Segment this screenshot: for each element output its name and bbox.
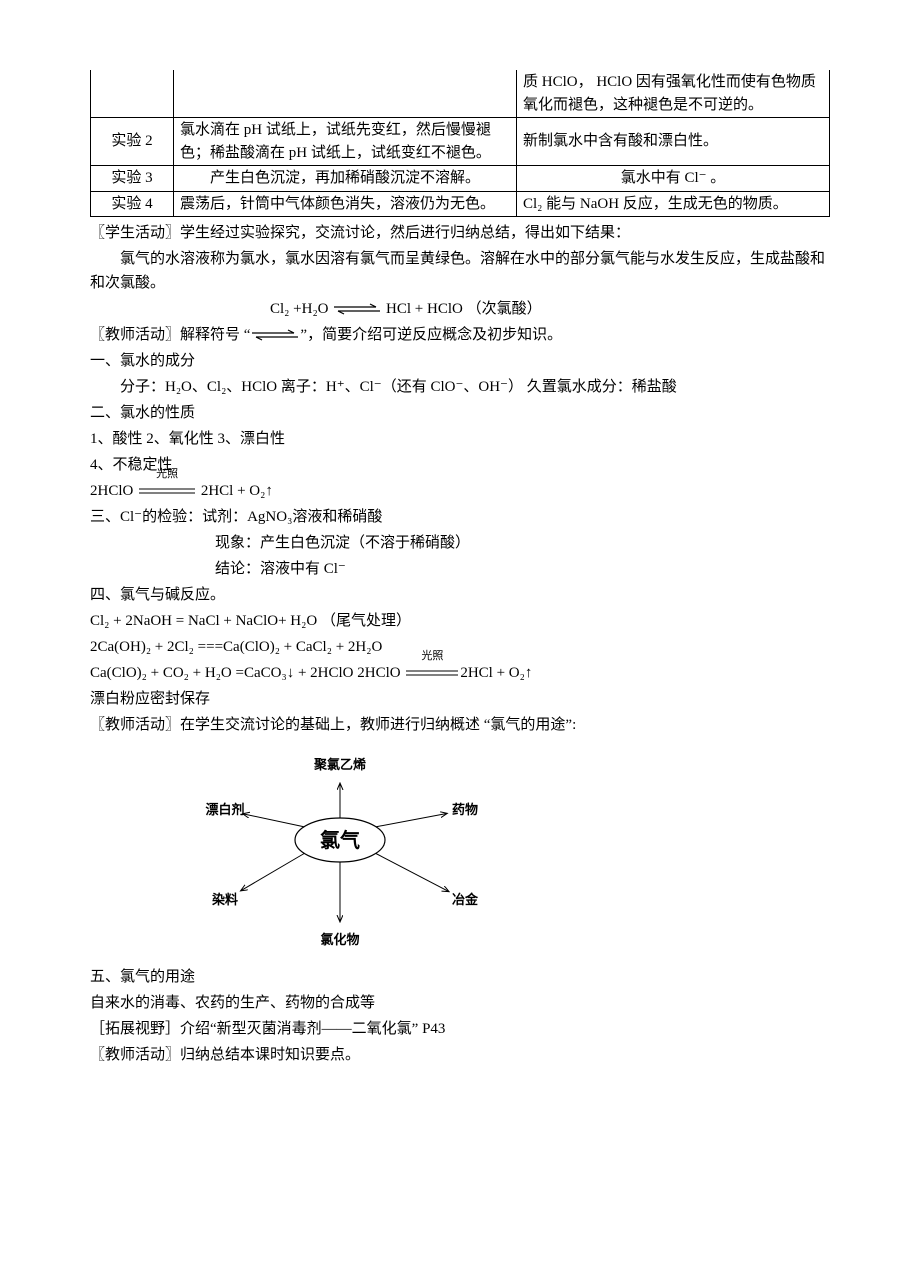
cell: 氯水中有 Cl⁻ 。 (517, 166, 830, 192)
eq-right: 2HCl + O₂↑ (201, 483, 273, 499)
svg-text:药物: 药物 (452, 802, 478, 817)
paragraph: 〖教师活动〗解释符号 “ ”，简要介绍可逆反应概念及初步知识。 (90, 323, 830, 347)
paragraph: 分子：H₂O、Cl₂、HClO 离子：H⁺、Cl⁻（还有 ClO⁻、OH⁻） 久… (90, 375, 830, 399)
eq-left: Cl₂ +H₂O (270, 301, 329, 317)
cell: 震荡后，针筒中气体颜色消失，溶液仍为无色。 (174, 191, 517, 217)
cell: 实验 3 (91, 166, 174, 192)
equation: 2HClO 光照 2HCl + O₂↑ (90, 479, 830, 503)
cell (174, 70, 517, 118)
svg-text:染料: 染料 (211, 892, 238, 907)
heading: 四、氯气与碱反应。 (90, 583, 830, 607)
table-row: 实验 4 震荡后，针筒中气体颜色消失，溶液仍为无色。 Cl₂ 能与 NaOH 反… (91, 191, 830, 217)
text: 〖教师活动〗解释符号 “ (90, 327, 250, 343)
condition-text: 光照 (421, 648, 443, 666)
paragraph: 自来水的消毒、农药的生产、药物的合成等 (90, 991, 830, 1015)
svg-text:漂白剂: 漂白剂 (205, 802, 244, 817)
eq-left: 2HClO (90, 483, 133, 499)
paragraph: 结论：溶液中有 Cl⁻ (90, 557, 830, 581)
cell: 产生白色沉淀，再加稀硝酸沉淀不溶解。 (174, 166, 517, 192)
heading: 三、Cl⁻的检验：试剂：AgNO₃溶液和稀硝酸 (90, 505, 830, 529)
equals-line-icon (137, 486, 197, 496)
svg-text:氯气: 氯气 (320, 828, 360, 852)
cell (91, 70, 174, 118)
paragraph: 〖教师活动〗归纳总结本课时知识要点。 (90, 1043, 830, 1067)
heading: 五、氯气的用途 (90, 965, 830, 989)
svg-text:氯化物: 氯化物 (320, 932, 359, 947)
equation: Cl₂ + 2NaOH = NaCl + NaClO+ H₂O （尾气处理） (90, 609, 830, 633)
equation: Ca(ClO)₂ + CO₂ + H₂O =CaCO₃↓ + 2HClO 2HC… (90, 661, 830, 685)
svg-text:聚氯乙烯: 聚氯乙烯 (313, 757, 366, 772)
equation: 2Ca(OH)₂ + 2Cl₂ ===Ca(ClO)₂ + CaCl₂ + 2H… (90, 635, 830, 659)
equals-line-icon (404, 668, 460, 678)
cell: Cl₂ 能与 NaOH 反应，生成无色的物质。 (517, 191, 830, 217)
experiment-table: 质 HClO， HClO 因有强氧化性而使有色物质氧化而褪色，这种褪色是不可逆的… (90, 70, 830, 217)
condition-arrow: 光照 (404, 661, 460, 685)
diagram-svg: 氯气 聚氯乙烯漂白剂 药物染料 冶金氯化物 (150, 745, 530, 955)
cell: 氯水滴在 pH 试纸上，试纸先变红，然后慢慢褪色；稀盐酸滴在 pH 试纸上，试纸… (174, 118, 517, 166)
cell: 质 HClO， HClO 因有强氧化性而使有色物质氧化而褪色，这种褪色是不可逆的… (517, 70, 830, 118)
eq-left: Ca(ClO)₂ + CO₂ + H₂O =CaCO₃↓ + 2HClO 2HC… (90, 665, 401, 681)
eq-right: 2HCl + O₂↑ (460, 665, 532, 681)
table-row: 质 HClO， HClO 因有强氧化性而使有色物质氧化而褪色，这种褪色是不可逆的… (91, 70, 830, 118)
condition-arrow: 光照 (137, 479, 197, 503)
reversible-arrow-icon (332, 303, 382, 315)
paragraph: 1、酸性 2、氧化性 3、漂白性 (90, 427, 830, 451)
paragraph: 现象：产生白色沉淀（不溶于稀硝酸） (90, 531, 830, 555)
svg-text:冶金: 冶金 (452, 892, 479, 907)
equation: Cl₂ +H₂O HCl + HClO （次氯酸） (90, 297, 830, 321)
heading: 二、氯水的性质 (90, 401, 830, 425)
eq-right: HCl + HClO （次氯酸） (386, 301, 542, 317)
paragraph: 漂白粉应密封保存 (90, 687, 830, 711)
heading: 一、氯水的成分 (90, 349, 830, 373)
paragraph: 〖教师活动〗在学生交流讨论的基础上，教师进行归纳概述 “氯气的用途”: (90, 713, 830, 737)
cell: 实验 2 (91, 118, 174, 166)
paragraph: ［拓展视野］介绍“新型灭菌消毒剂——二氧化氯” P43 (90, 1017, 830, 1041)
cell: 新制氯水中含有酸和漂白性。 (517, 118, 830, 166)
table-row: 实验 2 氯水滴在 pH 试纸上，试纸先变红，然后慢慢褪色；稀盐酸滴在 pH 试… (91, 118, 830, 166)
paragraph: 〖学生活动〗学生经过实验探究，交流讨论，然后进行归纳总结，得出如下结果： (90, 221, 830, 245)
condition-text: 光照 (156, 466, 178, 484)
text: ”，简要介绍可逆反应概念及初步知识。 (300, 327, 562, 343)
uses-diagram: 氯气 聚氯乙烯漂白剂 药物染料 冶金氯化物 (150, 745, 830, 963)
table-row: 实验 3 产生白色沉淀，再加稀硝酸沉淀不溶解。 氯水中有 Cl⁻ 。 (91, 166, 830, 192)
cell: 实验 4 (91, 191, 174, 217)
paragraph: 氯气的水溶液称为氯水，氯水因溶有氯气而呈黄绿色。溶解在水中的部分氯气能与水发生反… (90, 247, 830, 295)
reversible-arrow-icon (250, 329, 300, 341)
paragraph: 4、不稳定性 (90, 453, 830, 477)
